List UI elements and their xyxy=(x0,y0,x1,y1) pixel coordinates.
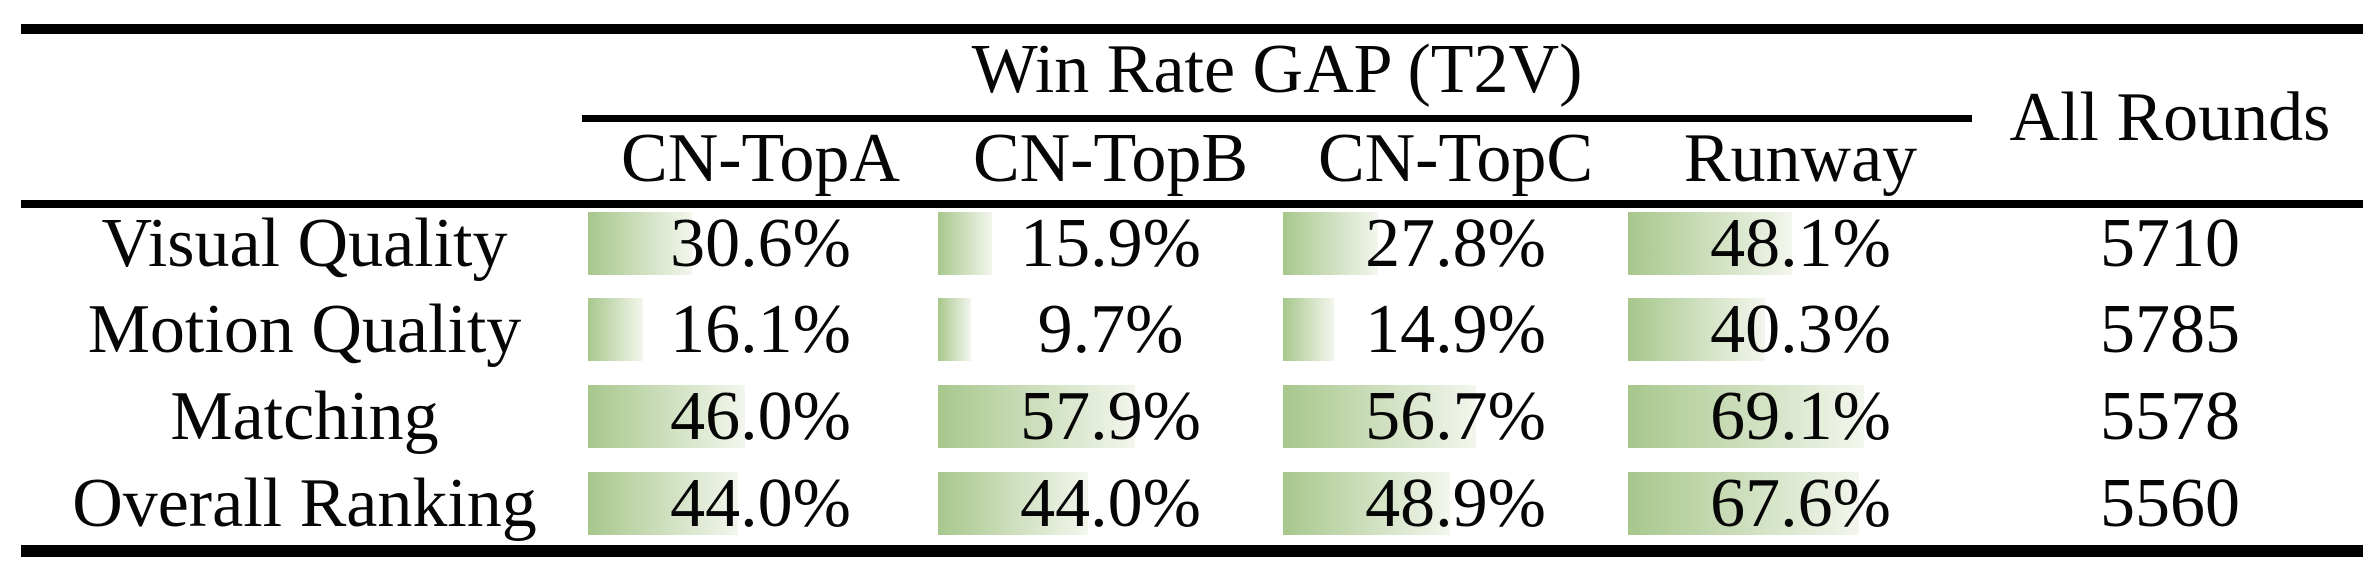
win-rate-value: 46.0% xyxy=(670,378,851,455)
row-label: Matching xyxy=(170,378,439,455)
header-body-divider-rule xyxy=(21,200,2363,208)
data-cell: 69.1% xyxy=(1628,378,1973,455)
win-rate-bar xyxy=(1283,385,1476,448)
data-cell: 48.1% xyxy=(1628,205,1973,282)
column-header-all-rounds: All Rounds xyxy=(2009,79,2331,156)
win-rate-value: 15.9% xyxy=(1020,205,1201,282)
group-header-underline-rule xyxy=(582,115,1972,122)
data-cell: 9.7% xyxy=(938,291,1283,368)
win-rate-value: 14.9% xyxy=(1365,291,1546,368)
all-rounds-value: 5710 xyxy=(2100,205,2240,282)
column-header-runway: Runway xyxy=(1683,120,1918,197)
data-cell: 14.9% xyxy=(1283,291,1628,368)
data-cell: 27.8% xyxy=(1283,205,1628,282)
win-rate-value: 67.6% xyxy=(1710,465,1891,542)
win-rate-value: 40.3% xyxy=(1710,291,1891,368)
data-cell: 16.1% xyxy=(588,291,933,368)
data-cell: 56.7% xyxy=(1283,378,1628,455)
win-rate-bar xyxy=(1283,212,1378,275)
all-rounds-value: 5785 xyxy=(2100,291,2240,368)
row-label: Visual Quality xyxy=(101,205,508,282)
win-rate-bar xyxy=(938,298,971,361)
win-rate-bar xyxy=(938,472,1088,535)
table-bottom-rule xyxy=(21,545,2363,557)
win-rate-value: 16.1% xyxy=(670,291,851,368)
data-cell: 40.3% xyxy=(1628,291,1973,368)
win-rate-bar xyxy=(938,212,992,275)
table-top-rule xyxy=(21,24,2363,34)
column-header-cn-topc: CN-TopC xyxy=(1317,120,1594,197)
row-label: Overall Ranking xyxy=(72,465,537,542)
row-label: Motion Quality xyxy=(87,291,522,368)
win-rate-bar xyxy=(1283,472,1450,535)
column-header-cn-topa: CN-TopA xyxy=(621,120,900,197)
all-rounds-value: 5578 xyxy=(2100,378,2240,455)
data-cell: 46.0% xyxy=(588,378,933,455)
column-header-cn-topb: CN-TopB xyxy=(972,120,1249,197)
win-rate-value: 44.0% xyxy=(1020,465,1201,542)
win-rate-value: 48.9% xyxy=(1365,465,1546,542)
win-rate-value: 9.7% xyxy=(1037,291,1184,368)
win-rate-value: 30.6% xyxy=(670,205,851,282)
win-rate-bar xyxy=(938,385,1135,448)
data-cell: 44.0% xyxy=(588,465,933,542)
data-cell: 30.6% xyxy=(588,205,933,282)
win-rate-bar xyxy=(1628,472,1859,535)
data-cell: 67.6% xyxy=(1628,465,1973,542)
win-rate-bar xyxy=(1283,298,1334,361)
data-cell: 48.9% xyxy=(1283,465,1628,542)
win-rate-value: 69.1% xyxy=(1710,378,1891,455)
table-row-overall-ranking: Overall Ranking 44.0% 44.0% 48.9% 67.6% … xyxy=(0,465,2376,542)
data-cell: 44.0% xyxy=(938,465,1283,542)
win-rate-bar xyxy=(588,212,692,275)
win-rate-value: 27.8% xyxy=(1365,205,1546,282)
win-rate-bar xyxy=(1628,212,1792,275)
win-rate-value: 48.1% xyxy=(1710,205,1891,282)
table-row-motion-quality: Motion Quality 16.1% 9.7% 14.9% 40.3% 57… xyxy=(0,291,2376,368)
table-row-matching: Matching 46.0% 57.9% 56.7% 69.1% 5578 xyxy=(0,378,2376,455)
win-rate-bar xyxy=(1628,385,1864,448)
data-cell: 57.9% xyxy=(938,378,1283,455)
win-rate-value: 44.0% xyxy=(670,465,851,542)
win-rate-value: 57.9% xyxy=(1020,378,1201,455)
win-rate-bar xyxy=(588,472,738,535)
all-rounds-value: 5560 xyxy=(2100,465,2240,542)
win-rate-bar xyxy=(588,385,745,448)
win-rate-bar xyxy=(588,298,643,361)
win-rate-value: 56.7% xyxy=(1365,378,1546,455)
data-cell: 15.9% xyxy=(938,205,1283,282)
table-row-visual-quality: Visual Quality 30.6% 15.9% 27.8% 48.1% 5… xyxy=(0,205,2376,282)
win-rate-bar xyxy=(1628,298,1765,361)
group-header-win-rate-gap: Win Rate GAP (T2V) xyxy=(971,31,1583,108)
